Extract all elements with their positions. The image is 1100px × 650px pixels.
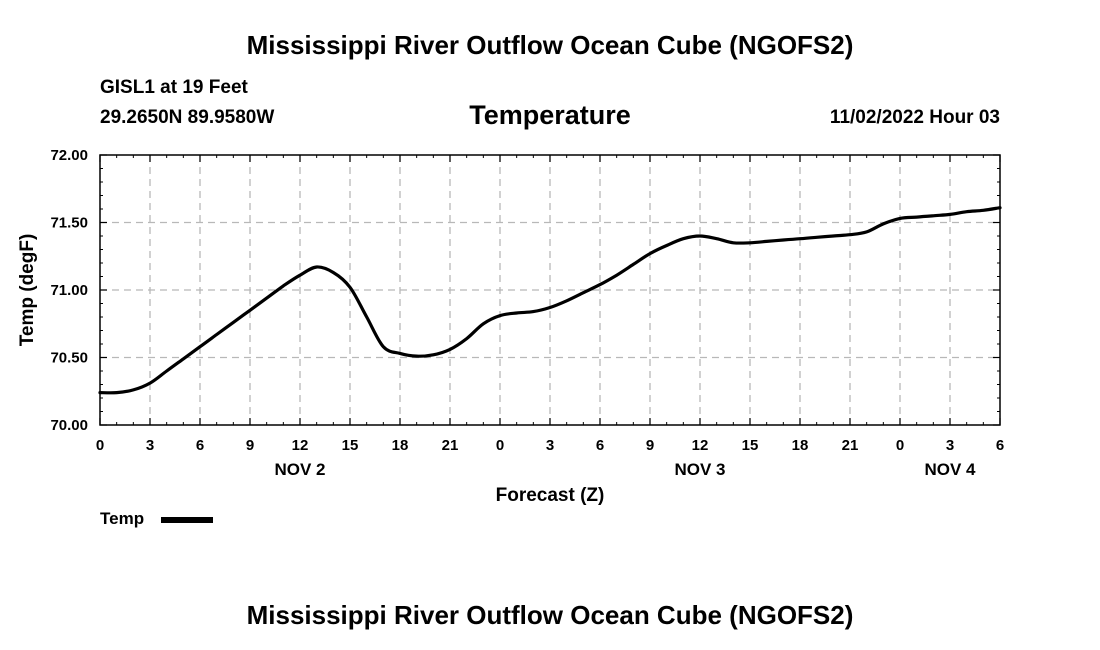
page-title: Mississippi River Outflow Ocean Cube (NG… (246, 30, 854, 60)
x-tick-label: 0 (96, 437, 104, 454)
legend-label: Temp (100, 509, 145, 528)
x-tick-label: 15 (342, 437, 359, 454)
forecast-date: 11/02/2022 Hour 03 (829, 107, 1000, 128)
station-label: GISL1 at 19 Feet (100, 77, 248, 98)
y-tick-label: 71.00 (50, 282, 88, 299)
x-tick-label: 9 (646, 437, 654, 454)
x-tick-label: 21 (442, 437, 459, 454)
y-tick-label: 72.00 (50, 147, 88, 164)
day-label: NOV 3 (674, 460, 725, 479)
x-tick-label: 9 (246, 437, 254, 454)
day-label: NOV 2 (274, 460, 325, 479)
x-axis-label: Forecast (Z) (496, 485, 605, 506)
x-tick-label: 3 (146, 437, 154, 454)
station-coords: 29.2650N 89.9580W (100, 107, 275, 128)
grid (100, 155, 1000, 425)
x-tick-label: 0 (496, 437, 504, 454)
x-tick-label: 15 (742, 437, 759, 454)
y-tick-label: 70.00 (50, 417, 88, 434)
x-tick-label: 12 (292, 437, 309, 454)
day-label: NOV 4 (924, 460, 976, 479)
x-tick-label: 18 (392, 437, 409, 454)
temp-series-line (98, 206, 1002, 395)
x-tick-label: 12 (692, 437, 709, 454)
x-tick-label: 6 (996, 437, 1004, 454)
y-axis-label: Temp (degF) (17, 234, 38, 347)
y-tick-label: 71.50 (50, 215, 88, 232)
x-tick-label: 0 (896, 437, 904, 454)
x-tick-label: 3 (946, 437, 954, 454)
x-tick-label: 18 (792, 437, 809, 454)
x-tick-label: 21 (842, 437, 859, 454)
axis-ticks (99, 154, 1001, 426)
chart-title: Temperature (469, 100, 631, 130)
x-tick-label: 6 (596, 437, 604, 454)
axis-labels: 0 3 6 9 12 15 18 21 0 3 6 9 12 15 18 21 0 3 6 70.00 70.50 71.… (50, 147, 1004, 479)
y-tick-label: 70.50 (50, 350, 88, 367)
x-tick-label: 6 (196, 437, 204, 454)
footer-title: Mississippi River Outflow Ocean Cube (NG… (246, 600, 854, 630)
x-tick-label: 3 (546, 437, 554, 454)
legend-swatch (161, 517, 213, 523)
